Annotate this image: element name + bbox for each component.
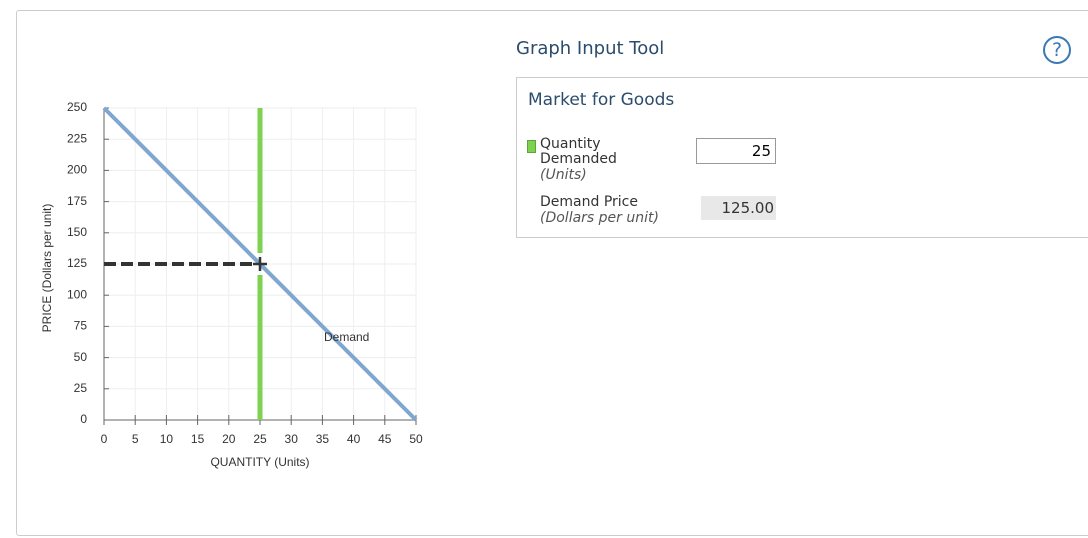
x-tick-label: 45 [378,432,392,446]
quantity-input[interactable] [696,138,776,164]
x-tick-label: 25 [253,432,267,446]
y-tick-label: 125 [67,256,87,270]
price-output: 125.00 [701,196,776,220]
y-tick-label: 150 [67,225,87,239]
crosshair [253,257,267,271]
y-tick-label: 225 [67,131,87,145]
y-axis-label: PRICE (Dollars per unit) [40,204,54,333]
x-tick-label: 20 [222,432,236,446]
panel-title: Market for Goods [528,90,675,110]
y-tick-label: 175 [67,194,87,208]
x-tick-label: 40 [347,432,361,446]
x-tick-label: 50 [409,432,423,446]
help-button[interactable]: ? [1043,36,1071,64]
field-unit: (Dollars per unit) [540,210,659,226]
frame [16,10,1088,536]
x-axis-label: QUANTITY (Units) [210,455,309,469]
y-tick-label: 200 [67,163,87,177]
tool-title: Graph Input Tool [516,38,665,59]
series-label: Demand [324,330,369,344]
x-tick-label: 15 [191,432,205,446]
x-tick-label: 0 [101,432,108,446]
y-tick-label: 50 [74,350,88,364]
x-tick-label: 10 [160,432,174,446]
y-tick-label: 25 [74,381,88,395]
field-unit: (Units) [540,167,587,183]
input-panel [516,77,1088,238]
y-tick-label: 250 [67,100,87,114]
field-label: Quantity Demanded [540,136,617,167]
y-tick-label: 0 [80,412,87,426]
field-label: Demand Price [540,194,638,210]
x-tick-label: 5 [132,432,139,446]
x-tick-label: 35 [316,432,330,446]
chart: QUANTITY (Units) PRICE (Dollars per unit… [40,100,423,469]
x-tick-label: 30 [285,432,299,446]
y-tick-label: 75 [74,319,88,333]
y-tick-label: 100 [67,287,87,301]
legend-swatch [527,140,536,153]
